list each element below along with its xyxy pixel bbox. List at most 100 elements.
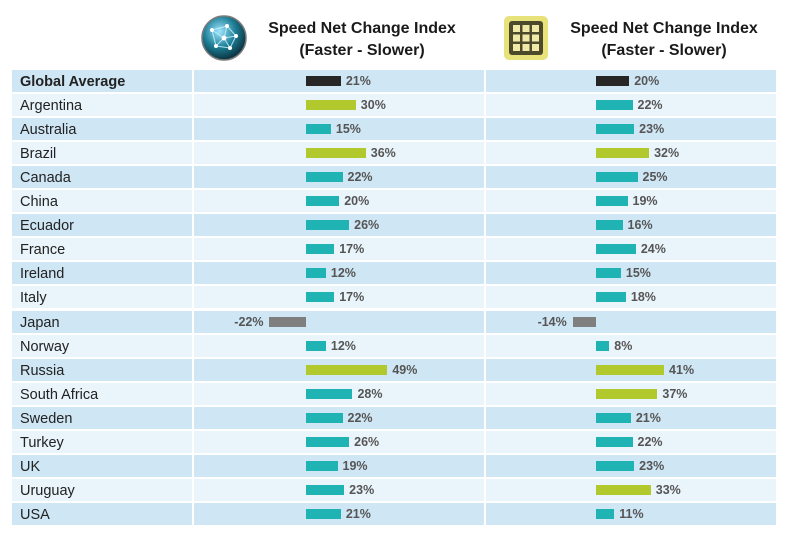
value-label: 49% — [392, 362, 418, 377]
bar-south-africa — [596, 388, 658, 399]
value-label: 22% — [347, 410, 373, 425]
table-row: Ecuador 26% 16% — [12, 214, 779, 237]
table-row: Australia 15% 23% — [12, 118, 779, 141]
value-label: -14% — [537, 314, 567, 329]
value-cell-panel-1: 26% — [194, 430, 484, 453]
value-label: 33% — [655, 482, 681, 497]
category-label: Japan — [20, 314, 60, 331]
value-cell-panel-1: 20% — [194, 190, 484, 213]
value-cell-panel-1: 22% — [194, 406, 484, 429]
value-label: 37% — [662, 386, 688, 401]
value-cell-panel-2: 25% — [486, 166, 776, 189]
category-label: Russia — [20, 362, 65, 379]
grid-app-icon — [504, 16, 548, 60]
category-cell: Uruguay — [12, 478, 192, 501]
panel-title-2-line2: (Faster - Slower) — [601, 42, 727, 59]
bar-uruguay — [306, 484, 345, 495]
category-label: Australia — [20, 122, 77, 139]
value-label: 15% — [335, 122, 361, 137]
value-cell-panel-1: 26% — [194, 214, 484, 237]
bar-france — [596, 244, 636, 255]
value-cell-panel-1: 17% — [194, 238, 484, 261]
bar-france — [306, 244, 335, 255]
bar-italy — [306, 292, 335, 303]
value-cell-panel-1: 12% — [194, 334, 484, 357]
table-row: Canada 22% 25% — [12, 166, 779, 189]
panel-header-1: Speed Net Change Index (Faster - Slower) — [200, 14, 490, 66]
table-row: Argentina 30% 22% — [12, 94, 779, 117]
category-label: South Africa — [20, 386, 99, 403]
category-label: Brazil — [20, 146, 57, 163]
value-label: 22% — [637, 434, 663, 449]
category-cell: China — [12, 190, 192, 213]
value-cell-panel-2: 8% — [486, 334, 776, 357]
category-cell: Turkey — [12, 430, 192, 453]
value-cell-panel-2: 15% — [486, 262, 776, 285]
value-cell-panel-1: 21% — [194, 70, 484, 92]
bar-australia — [596, 124, 635, 135]
bar-sweden — [306, 412, 343, 423]
bar-global-average — [306, 76, 341, 86]
value-label: -22% — [234, 314, 264, 329]
table-row: Brazil 36% 32% — [12, 142, 779, 165]
value-cell-panel-2: 41% — [486, 358, 776, 381]
value-cell-panel-1: 19% — [194, 454, 484, 477]
table-row: USA 21% 11% — [12, 502, 779, 525]
value-label: 21% — [635, 410, 661, 425]
category-label: Sweden — [20, 410, 73, 427]
panel-title-2-line1: Speed Net Change Index — [570, 20, 758, 37]
bar-norway — [596, 340, 610, 351]
table-row: Uruguay 23% 33% — [12, 478, 779, 501]
category-cell: Global Average — [12, 70, 192, 92]
value-cell-panel-2: 18% — [486, 286, 776, 309]
category-label: USA — [20, 506, 50, 523]
bar-australia — [306, 124, 331, 135]
value-label: 26% — [354, 434, 380, 449]
value-cell-panel-2: 11% — [486, 502, 776, 525]
bar-russia — [596, 364, 665, 375]
category-label: Ecuador — [20, 218, 75, 235]
value-label: 12% — [330, 338, 356, 353]
value-cell-panel-2: -14% — [486, 310, 776, 333]
value-cell-panel-2: 16% — [486, 214, 776, 237]
bar-sweden — [596, 412, 631, 423]
category-label: China — [20, 194, 58, 211]
category-cell: UK — [12, 454, 192, 477]
bar-uruguay — [596, 484, 651, 495]
bar-turkey — [306, 436, 350, 447]
panel-title-1: Speed Net Change Index (Faster - Slower) — [252, 18, 472, 62]
value-cell-panel-1: -22% — [194, 310, 484, 333]
value-label: 17% — [339, 290, 365, 305]
bar-turkey — [596, 436, 633, 447]
bar-canada — [306, 172, 343, 183]
bar-russia — [306, 364, 388, 375]
value-cell-panel-2: 24% — [486, 238, 776, 261]
bar-argentina — [596, 100, 633, 111]
bar-japan — [572, 316, 596, 327]
table-row: Global Average 21% 20% — [12, 70, 779, 92]
bar-ecuador — [596, 220, 623, 231]
value-cell-panel-1: 21% — [194, 502, 484, 525]
category-cell: Italy — [12, 286, 192, 309]
value-cell-panel-1: 17% — [194, 286, 484, 309]
value-cell-panel-1: 36% — [194, 142, 484, 165]
table-row: Sweden 22% 21% — [12, 406, 779, 429]
value-label: 20% — [634, 74, 660, 88]
table-row: France 17% 24% — [12, 238, 779, 261]
panel-title-1-line1: Speed Net Change Index — [268, 20, 456, 37]
table-row: China 20% 19% — [12, 190, 779, 213]
value-label: 8% — [614, 338, 633, 353]
category-cell: USA — [12, 502, 192, 525]
value-label: 21% — [345, 74, 371, 88]
value-label: 23% — [639, 122, 665, 137]
value-label: 11% — [619, 506, 644, 521]
value-label: 19% — [342, 458, 368, 473]
value-cell-panel-1: 22% — [194, 166, 484, 189]
table-row: South Africa 28% 37% — [12, 382, 779, 405]
value-cell-panel-1: 28% — [194, 382, 484, 405]
category-label: Argentina — [20, 98, 83, 115]
value-label: 17% — [339, 242, 365, 257]
value-label: 30% — [360, 98, 386, 113]
bar-china — [596, 196, 628, 207]
